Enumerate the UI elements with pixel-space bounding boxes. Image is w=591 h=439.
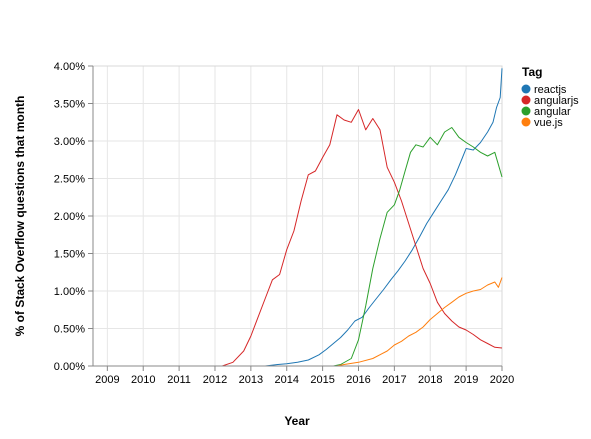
series-lines <box>93 68 503 367</box>
x-tick-label: 2014 <box>274 374 298 386</box>
x-tick-label: 2020 <box>490 374 514 386</box>
legend-swatch <box>521 117 531 127</box>
legend-label: angularjs <box>534 95 579 107</box>
legend-swatch <box>521 84 531 94</box>
y-tick-label: 1.00% <box>54 286 85 298</box>
legend-label: angular <box>534 106 571 118</box>
legend-swatch <box>521 95 531 105</box>
y-tick-label: 4.00% <box>54 61 85 73</box>
x-tick-label: 2013 <box>239 374 263 386</box>
x-axis-title: Year <box>284 414 310 428</box>
series-line-angular <box>93 127 503 367</box>
x-tick-label: 2012 <box>203 374 227 386</box>
x-axis-ticks: 2009 2010 2011 2012 2013 2014 2015 2016 2017 2018… <box>95 366 514 386</box>
x-tick-label: 2018 <box>418 374 442 386</box>
y-tick-label: 1.50% <box>54 249 85 261</box>
x-tick-label: 2016 <box>346 374 370 386</box>
x-tick-label: 2009 <box>95 374 119 386</box>
legend-label: vue.js <box>534 117 563 129</box>
x-tick-label: 2017 <box>382 374 406 386</box>
x-tick-label: 2019 <box>454 374 478 386</box>
x-tick-label: 2010 <box>131 374 155 386</box>
x-tick-label: 2011 <box>167 374 191 386</box>
y-tick-label: 3.50% <box>54 99 85 111</box>
x-tick-label: 2015 <box>310 374 334 386</box>
y-tick-label: 2.50% <box>54 174 85 186</box>
legend-swatch <box>521 106 531 116</box>
y-tick-label: 0.00% <box>54 361 85 373</box>
y-axis-title: % of Stack Overflow questions that month <box>13 96 27 337</box>
series-line-vue-js <box>93 277 503 367</box>
y-axis-ticks: 0.00% 0.50% 1.00% 1.50% 2.00% 2.50% 3.00% 3.50%… <box>54 61 93 373</box>
legend-title: Tag <box>522 65 542 79</box>
series-line-angularjs <box>93 109 503 367</box>
series-line-reactjs <box>93 68 503 367</box>
y-tick-label: 0.50% <box>54 324 85 336</box>
y-tick-label: 2.00% <box>54 211 85 223</box>
y-tick-label: 3.00% <box>54 136 85 148</box>
legend-label: reactjs <box>534 84 567 96</box>
